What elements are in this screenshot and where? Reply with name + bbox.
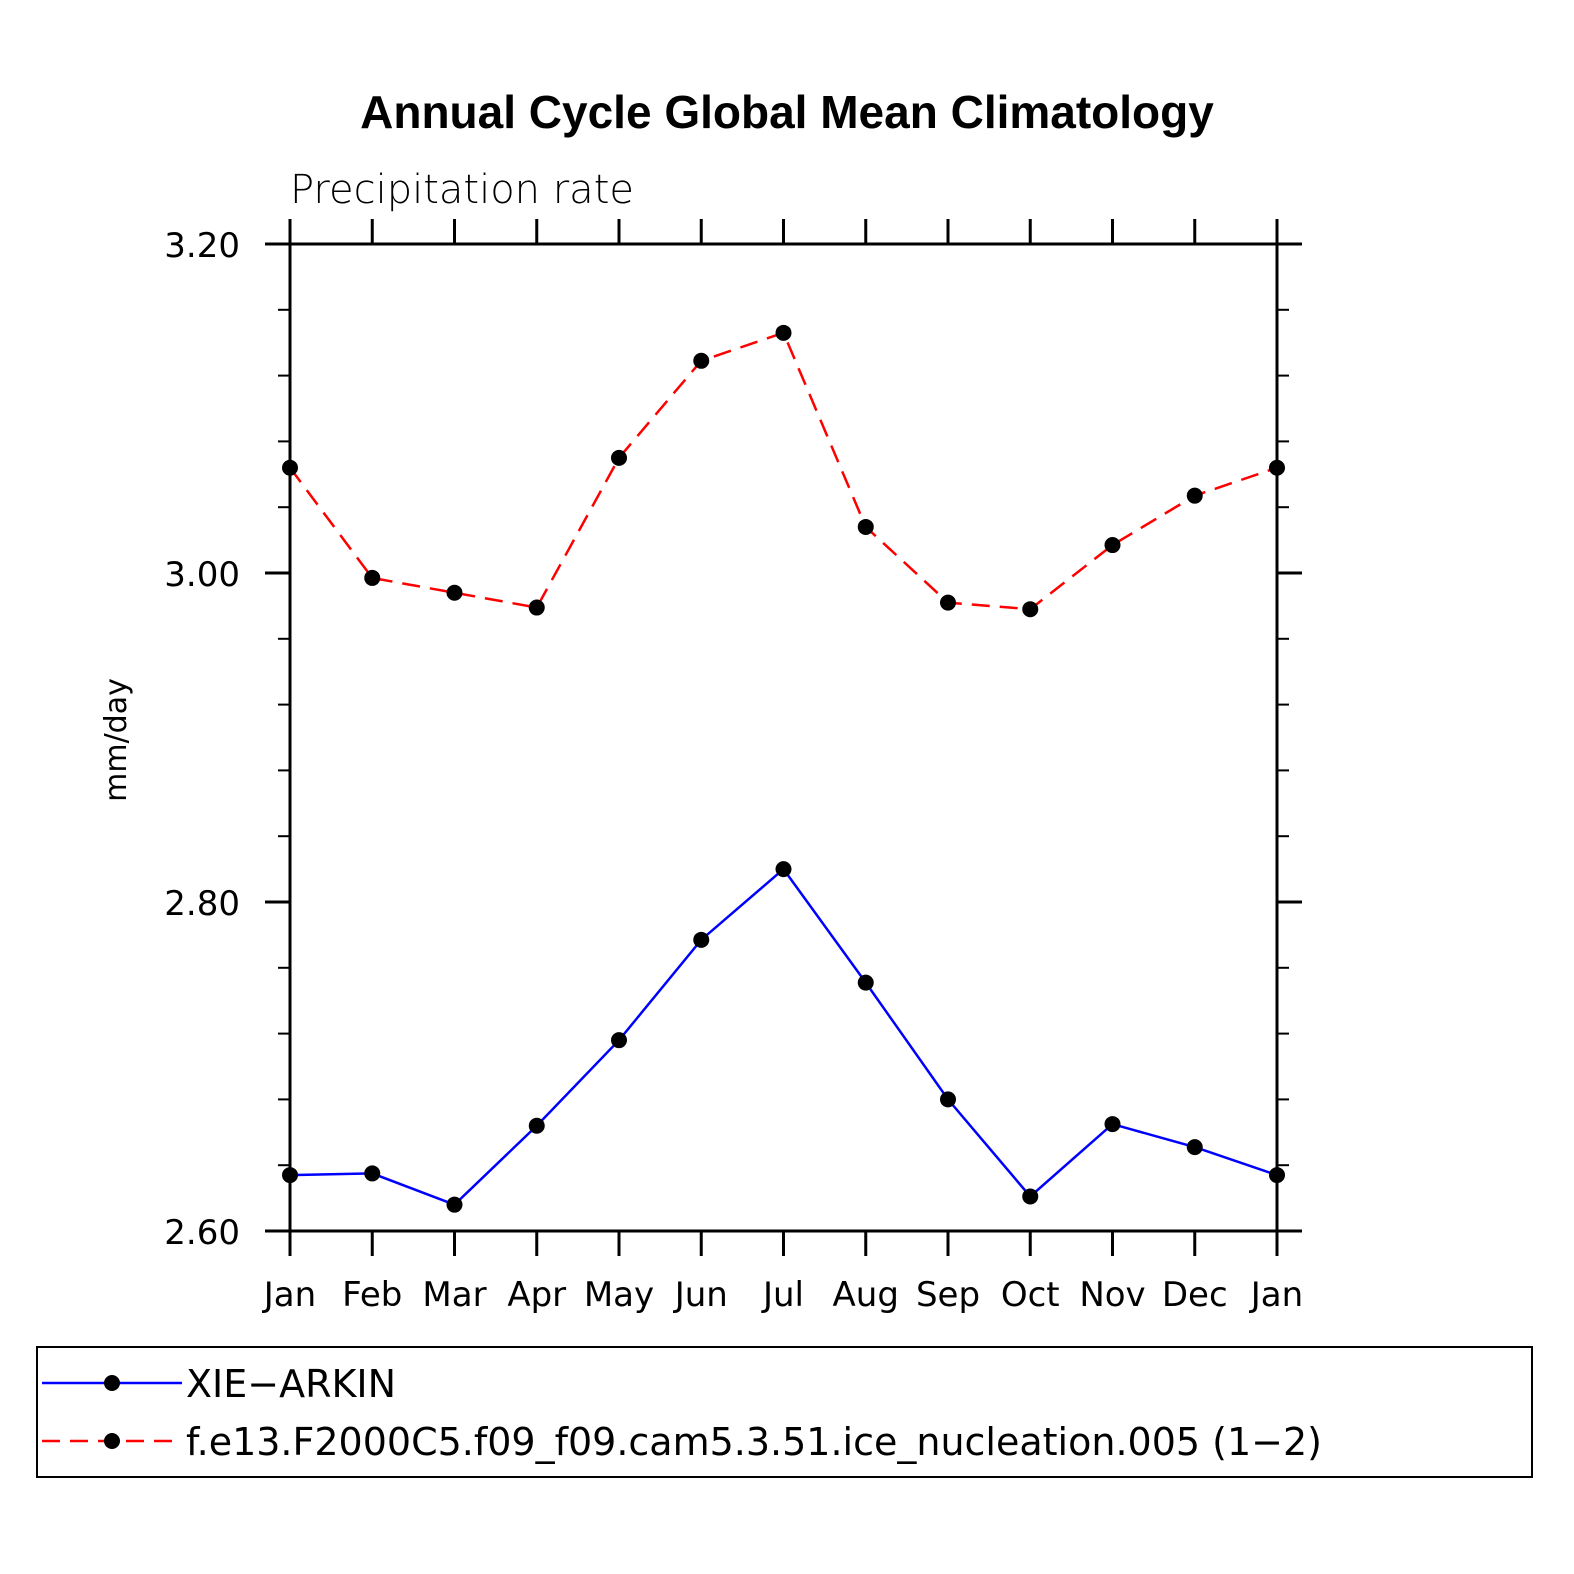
chart-title: Annual Cycle Global Mean Climatology (360, 86, 1214, 138)
legend-box (36, 1346, 1533, 1478)
data-point-series-0 (940, 1091, 956, 1108)
series-group (282, 324, 1285, 1213)
x-tick-labels: Jan Feb Mar Apr May Jun Jul Aug Sep Oct Nov Dec Jan (262, 1275, 1303, 1315)
data-point-series-1 (611, 449, 627, 466)
data-point-series-1 (446, 584, 463, 601)
data-point-series-0 (857, 974, 874, 991)
legend-label-xie-arkin: XIE−ARKIN (186, 1362, 396, 1406)
axis-ticks (265, 219, 1302, 1256)
x-tick-label: Aug (833, 1275, 899, 1315)
data-point-series-1 (282, 459, 298, 476)
data-point-series-1 (1186, 487, 1203, 504)
data-point-series-1 (693, 352, 710, 369)
data-point-series-0 (611, 1032, 627, 1049)
legend-marker-xie-arkin (104, 1375, 120, 1391)
data-point-series-0 (1186, 1139, 1203, 1156)
x-tick-label: Nov (1079, 1275, 1145, 1315)
data-point-series-1 (1104, 537, 1121, 554)
series-line-1 (288, 331, 1278, 611)
x-tick-label: Sep (916, 1275, 980, 1315)
chart-subtitle: Precipitation rate (290, 167, 634, 213)
legend-label-model: f.e13.F2000C5.f09_f09.cam5.3.51.ice_nucl… (186, 1420, 1322, 1464)
data-point-series-1 (528, 599, 545, 616)
x-tick-label: Jan (262, 1275, 316, 1315)
y-tick-label: 3.00 (164, 555, 240, 595)
data-point-series-0 (1104, 1116, 1121, 1133)
data-point-series-0 (282, 1167, 298, 1184)
y-tick-label: 3.20 (164, 226, 240, 266)
x-tick-label: Jan (1249, 1275, 1303, 1315)
data-point-series-0 (1022, 1188, 1039, 1205)
y-axis-label: mm/day (99, 678, 134, 802)
y-tick-label: 2.60 (164, 1213, 240, 1253)
plot-frame (288, 242, 1279, 1233)
data-point-series-0 (364, 1165, 381, 1182)
data-point-series-1 (1269, 459, 1285, 476)
x-tick-label: Jun (673, 1275, 728, 1315)
x-tick-label: Oct (1001, 1275, 1060, 1315)
x-tick-label: Dec (1162, 1275, 1228, 1315)
data-point-series-0 (775, 861, 792, 878)
data-point-series-0 (693, 931, 710, 948)
data-point-series-0 (446, 1196, 463, 1213)
data-point-series-0 (528, 1117, 545, 1134)
data-point-series-0 (1269, 1167, 1285, 1184)
legend: XIE−ARKIN f.e13.F2000C5.f09_f09.cam5.3.5… (36, 1346, 1533, 1478)
x-tick-label: May (584, 1275, 654, 1315)
y-tick-label: 2.80 (164, 884, 240, 924)
x-tick-label: Feb (342, 1275, 402, 1315)
legend-marker-model (104, 1433, 120, 1449)
series-line-0 (289, 867, 1278, 1207)
data-point-series-1 (857, 518, 874, 535)
x-tick-label: Apr (507, 1275, 566, 1315)
x-tick-label: Mar (422, 1275, 486, 1315)
data-point-series-1 (775, 324, 792, 341)
x-tick-label: Jul (761, 1275, 804, 1315)
data-point-series-1 (940, 594, 956, 611)
data-point-series-1 (364, 569, 381, 586)
data-point-series-1 (1022, 601, 1039, 618)
y-tick-labels: 3.20 3.00 2.80 2.60 (164, 226, 240, 1253)
